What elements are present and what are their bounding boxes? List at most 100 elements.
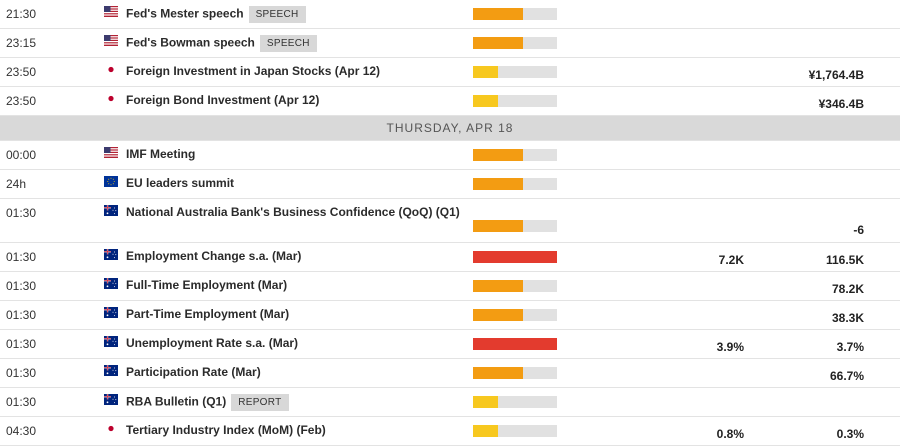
event-name: EU leaders summit	[126, 176, 234, 190]
event-row[interactable]: 01:30 Unemployment Rate s.a. (Mar) 3.9% 3.7…	[0, 330, 900, 359]
event-row[interactable]: 23:50 Foreign Bond Investment (Apr 12) ¥34…	[0, 87, 900, 116]
event-row[interactable]: 01:30 Participation Rate (Mar) 66.7%	[0, 359, 900, 388]
impact-bar-fill	[473, 149, 524, 161]
previous-value: 0.3%	[836, 427, 864, 441]
event-time: 01:30	[6, 337, 37, 351]
event-name-text[interactable]: RBA Bulletin (Q1)	[126, 394, 227, 409]
impact-bar	[473, 37, 557, 49]
forecast-value: 0.8%	[716, 427, 744, 441]
event-name-text[interactable]: National Australia Bank's Business Confi…	[126, 205, 460, 219]
au-flag-icon	[104, 249, 118, 260]
event-row[interactable]: 01:30 Employment Change s.a. (Mar) 7.2K 116…	[0, 243, 900, 272]
forecast-value: 7.2K	[718, 253, 744, 267]
event-name: Full-Time Employment (Mar)	[126, 278, 287, 292]
impact-bar	[473, 280, 557, 292]
jp-flag-icon	[104, 423, 118, 434]
event-name: Foreign Bond Investment (Apr 12)	[126, 93, 319, 107]
event-row[interactable]: 21:30 Fed's Mester speech SPEECH	[0, 0, 900, 29]
au-flag-icon	[104, 365, 118, 376]
event-name: IMF Meeting	[126, 147, 195, 161]
impact-bar	[473, 220, 557, 232]
event-time: 23:50	[6, 94, 37, 108]
event-name-text[interactable]: Participation Rate (Mar)	[126, 365, 261, 379]
event-name: RBA Bulletin (Q1) REPORT	[126, 394, 289, 411]
previous-value: 38.3K	[831, 311, 864, 325]
impact-bar	[473, 309, 557, 321]
event-name-text[interactable]: Full-Time Employment (Mar)	[126, 278, 288, 292]
impact-bar-fill	[473, 280, 524, 292]
au-flag-icon	[104, 278, 118, 289]
impact-bar-fill	[473, 338, 557, 350]
impact-bar	[473, 8, 557, 20]
previous-value: ¥346.4B	[818, 97, 864, 111]
previous-value: 3.7%	[836, 340, 864, 354]
event-time: 01:30	[6, 250, 37, 264]
previous-value: -6	[853, 223, 864, 237]
event-name-text[interactable]: Fed's Bowman speech	[126, 35, 255, 50]
impact-bar-fill	[473, 367, 524, 379]
event-time: 04:30	[6, 424, 37, 438]
event-name: Foreign Investment in Japan Stocks (Apr …	[126, 64, 380, 78]
previous-value: ¥1,764.4B	[808, 68, 864, 82]
event-name-text[interactable]: Foreign Bond Investment (Apr 12)	[126, 93, 320, 107]
event-row[interactable]: 04:30 Tertiary Industry Index (MoM) (Feb)…	[0, 417, 900, 446]
impact-bar	[473, 251, 557, 263]
previous-value: 116.5K	[825, 253, 864, 267]
previous-value: 66.7%	[829, 369, 864, 383]
event-name-text[interactable]: Part-Time Employment (Mar)	[126, 307, 290, 321]
event-time: 23:15	[6, 36, 37, 50]
event-name-text[interactable]: Fed's Mester speech	[126, 6, 244, 21]
impact-bar-fill	[473, 220, 524, 232]
au-flag-icon	[104, 307, 118, 318]
jp-flag-icon	[104, 64, 118, 75]
event-time: 01:30	[6, 366, 37, 380]
event-row[interactable]: 01:30 Full-Time Employment (Mar) 78.2K	[0, 272, 900, 301]
event-row[interactable]: 01:30 RBA Bulletin (Q1) REPORT	[0, 388, 900, 417]
us-flag-icon	[104, 147, 118, 158]
impact-bar-fill	[473, 178, 524, 190]
event-time: 00:00	[6, 148, 37, 162]
event-type-badge: SPEECH	[259, 35, 317, 52]
au-flag-icon	[104, 336, 118, 347]
eu-flag-icon	[104, 176, 118, 187]
event-name: Participation Rate (Mar)	[126, 365, 261, 379]
event-time: 01:30	[6, 395, 37, 409]
impact-bar	[473, 425, 557, 437]
event-name: Employment Change s.a. (Mar)	[126, 249, 301, 263]
event-time: 01:30	[6, 279, 37, 293]
forecast-value: 3.9%	[716, 340, 744, 354]
event-row[interactable]: 01:30 National Australia Bank's Business …	[0, 199, 900, 243]
event-time: 01:30	[6, 308, 37, 322]
event-row[interactable]: 24h EU leaders summit	[0, 170, 900, 199]
au-flag-icon	[104, 394, 118, 405]
impact-bar-fill	[473, 8, 524, 20]
event-name-text[interactable]: Tertiary Industry Index (MoM) (Feb)	[126, 423, 326, 437]
event-row[interactable]: 00:00 IMF Meeting	[0, 141, 900, 170]
impact-bar-fill	[473, 309, 524, 321]
event-row[interactable]: 01:30 Part-Time Employment (Mar) 38.3K	[0, 301, 900, 330]
impact-bar	[473, 95, 557, 107]
event-name: Unemployment Rate s.a. (Mar)	[126, 336, 298, 350]
event-name-text[interactable]: Unemployment Rate s.a. (Mar)	[126, 336, 299, 350]
event-name-text[interactable]: Employment Change s.a. (Mar)	[126, 249, 302, 263]
event-name: Fed's Mester speech SPEECH	[126, 6, 306, 23]
event-type-badge: REPORT	[231, 394, 289, 411]
event-time: 01:30	[6, 206, 37, 220]
event-name-text[interactable]: IMF Meeting	[126, 147, 196, 161]
us-flag-icon	[104, 6, 118, 17]
impact-bar	[473, 396, 557, 408]
impact-bar-fill	[473, 425, 499, 437]
event-name-text[interactable]: Foreign Investment in Japan Stocks (Apr …	[126, 64, 381, 78]
au-flag-icon	[104, 205, 118, 216]
impact-bar	[473, 149, 557, 161]
event-time: 21:30	[6, 7, 37, 21]
event-name-text[interactable]: EU leaders summit	[126, 176, 235, 190]
impact-bar	[473, 178, 557, 190]
impact-bar	[473, 338, 557, 350]
event-row[interactable]: 23:15 Fed's Bowman speech SPEECH	[0, 29, 900, 58]
event-time: 24h	[6, 177, 27, 191]
event-name: Tertiary Industry Index (MoM) (Feb)	[126, 423, 326, 437]
impact-bar	[473, 367, 557, 379]
event-type-badge: SPEECH	[248, 6, 306, 23]
event-row[interactable]: 23:50 Foreign Investment in Japan Stocks …	[0, 58, 900, 87]
